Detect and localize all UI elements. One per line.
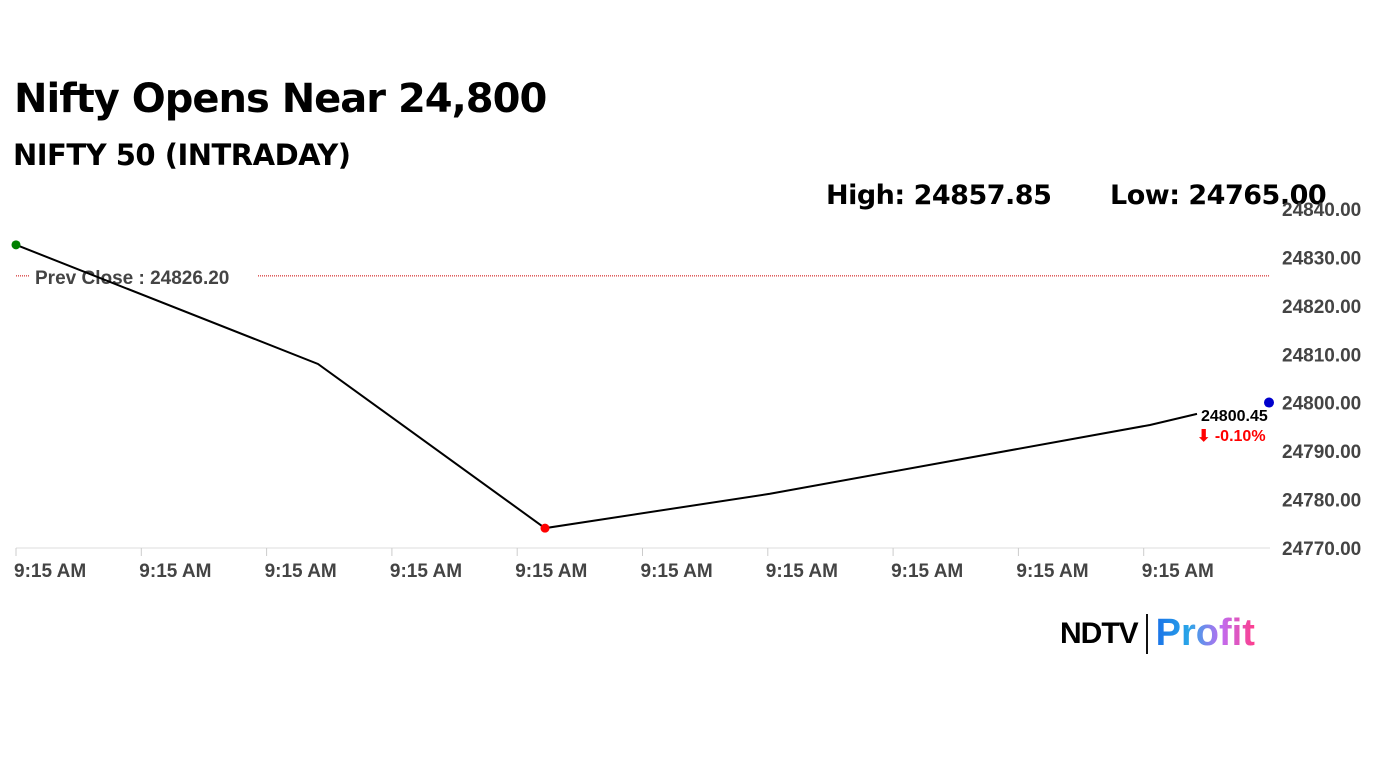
y-tick-label: 24790.00: [1282, 442, 1361, 463]
x-tick-label: 9:15 AM: [1016, 561, 1088, 582]
prev-close-label: Prev Close : 24826.20: [35, 268, 229, 289]
ndtv-profit-logo: NDTV Profit: [1060, 612, 1255, 655]
high-label: High: 24857.85: [826, 180, 1052, 211]
low-point-dot: [540, 523, 550, 533]
price-line: [15, 243, 1198, 530]
open-point-dot: [11, 240, 21, 250]
x-tick-label: 9:15 AM: [1142, 561, 1214, 582]
y-tick-label: 24820.00: [1282, 297, 1361, 318]
x-tick-label: 9:15 AM: [766, 561, 838, 582]
x-tick-label: 9:15 AM: [891, 561, 963, 582]
x-tick-label: 9:15 AM: [515, 561, 587, 582]
ndtv-logo-text: NDTV: [1060, 616, 1139, 650]
chart-subtitle: NIFTY 50 (INTRADAY): [13, 138, 351, 172]
y-tick-label: 24770.00: [1282, 539, 1361, 560]
change-label: ⬇ -0.10%: [1197, 428, 1266, 445]
y-tick-label: 24830.00: [1282, 248, 1361, 269]
x-tick-label: 9:15 AM: [641, 561, 713, 582]
low-label: Low: 24765.00: [1110, 180, 1327, 211]
current-point-dot: [1264, 397, 1274, 408]
last-value-label: 24800.45: [1201, 408, 1268, 425]
x-tick-label: 9:15 AM: [14, 561, 86, 582]
x-tick-label: 9:15 AM: [265, 561, 337, 582]
x-tick-label: 9:15 AM: [139, 561, 211, 582]
profit-logo-text: Profit: [1155, 612, 1255, 654]
prev-close-label-bg: [30, 263, 258, 288]
logo-divider: [1145, 613, 1148, 654]
y-tick-label: 24810.00: [1282, 345, 1361, 366]
chart-title: Nifty Opens Near 24,800: [14, 76, 547, 122]
x-tick-label: 9:15 AM: [390, 561, 462, 582]
y-tick-label: 24800.00: [1282, 394, 1361, 415]
y-tick-label: 24840.00: [1282, 200, 1361, 221]
y-tick-label: 24780.00: [1282, 491, 1361, 512]
